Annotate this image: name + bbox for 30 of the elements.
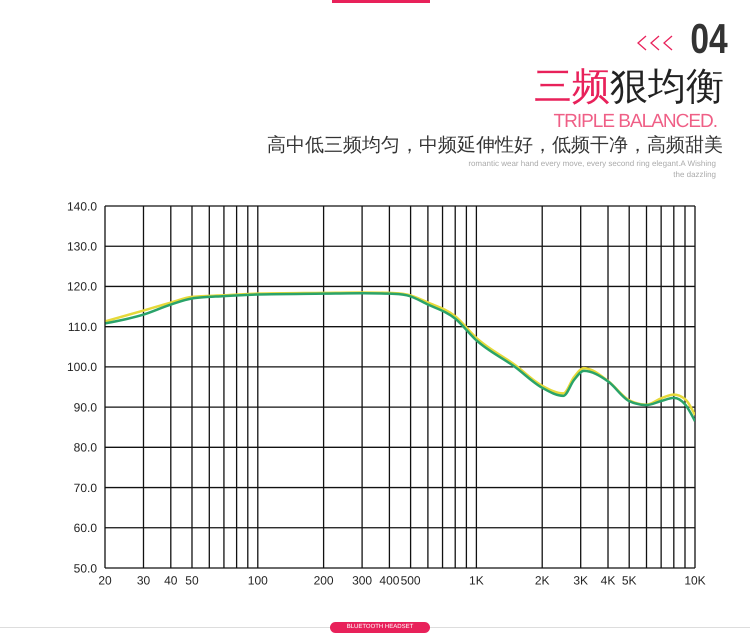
y-tick-label: 110.0 (68, 320, 98, 334)
chart-title: 三频狠均衡 (534, 64, 724, 108)
text: 04 (690, 15, 728, 62)
y-tick-label: 80.0 (74, 440, 98, 455)
x-tick-label: 4K (600, 574, 616, 588)
x-tick-label: 50 (185, 574, 199, 588)
x-tick-label: 200 (314, 574, 334, 588)
y-tick-label: 60.0 (74, 521, 98, 536)
text: 高中低三频均匀，中频延伸性好，低频干净，高频甜美 (267, 133, 723, 158)
x-tick-label: 5K (622, 574, 637, 588)
chart-subtitle: TRIPLE BALANCED. (554, 111, 717, 133)
x-tick-label: 3K (573, 574, 588, 588)
y-tick-label: 100.0 (66, 360, 98, 374)
x-tick-label: 400 (379, 574, 400, 588)
x-tick-label: 20 (98, 574, 112, 588)
x-tick-label: 300 (352, 574, 372, 588)
x-tick-label: 100 (248, 574, 268, 588)
y-tick-label: 140.0 (66, 199, 98, 214)
y-tick-label: 70.0 (74, 480, 98, 495)
x-tick-label: 40 (164, 574, 178, 588)
x-tick-label: 500 (400, 574, 421, 588)
x-tick-label: 30 (136, 574, 150, 588)
y-tick-label: 90.0 (74, 400, 98, 414)
y-tick-label: 50.0 (74, 561, 98, 576)
y-tick-label: 120.0 (66, 280, 98, 294)
y-tick-label: 130.0 (66, 239, 98, 254)
text: romantic wear hand every move, every second ring elegant.A Wishing the dazzling (467, 158, 716, 180)
x-tick-label: 2K (534, 574, 550, 588)
x-tick-label: 10K (684, 574, 706, 588)
x-tick-label: 1K (469, 574, 484, 588)
